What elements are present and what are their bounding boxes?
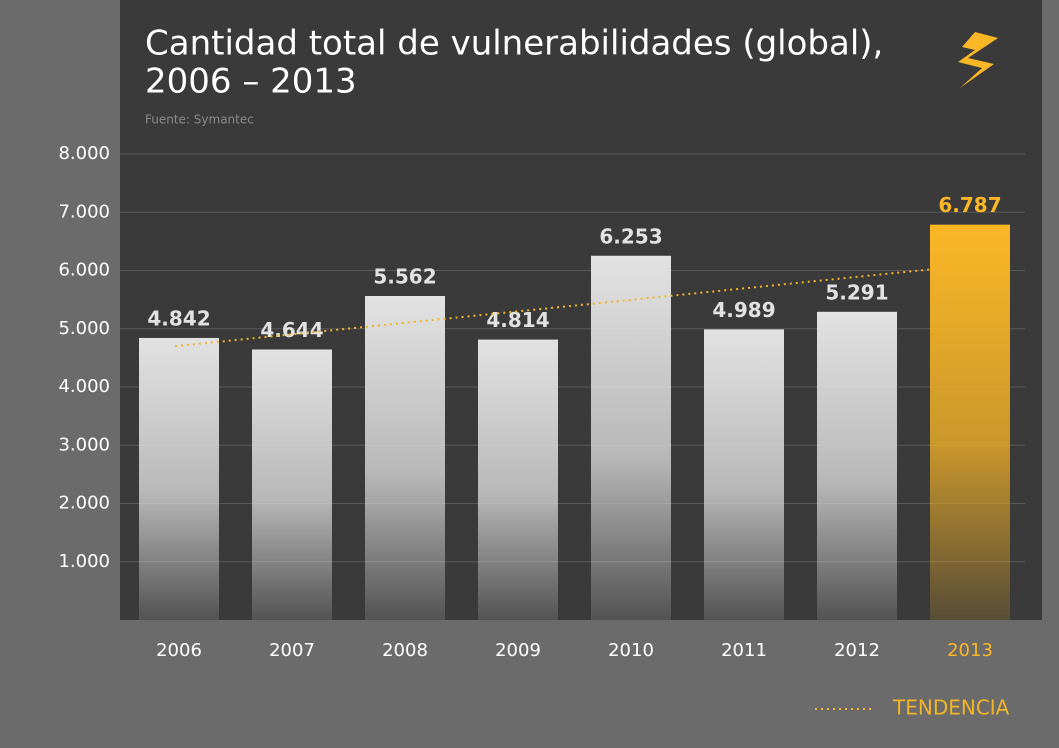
bar	[591, 255, 671, 620]
chart-title: 2006 – 2013	[145, 62, 357, 102]
x-tick-label: 2012	[834, 640, 880, 661]
value-label: 6.253	[599, 224, 662, 248]
x-tick-label: 2006	[156, 640, 202, 661]
bar	[365, 296, 445, 620]
x-tick-label: 2010	[608, 640, 654, 661]
chart-subtitle: Fuente: Symantec	[145, 113, 254, 127]
bar	[817, 311, 897, 620]
value-label: 4.644	[260, 318, 323, 342]
value-label: 6.787	[938, 193, 1001, 217]
y-tick-label: 4.000	[58, 376, 110, 397]
bar	[252, 349, 332, 620]
bar	[478, 339, 558, 620]
x-tick-label: 2011	[721, 640, 767, 661]
value-label: 5.291	[825, 280, 888, 304]
value-label: 5.562	[373, 265, 436, 289]
x-tick-label: 2008	[382, 640, 428, 661]
value-label: 4.814	[486, 308, 549, 332]
y-tick-label: 3.000	[58, 434, 110, 455]
y-tick-label: 7.000	[58, 201, 110, 222]
legend-label: TENDENCIA	[892, 696, 1010, 720]
logo-icon	[958, 32, 998, 88]
bar	[930, 224, 1010, 620]
y-tick-label: 2.000	[58, 493, 110, 514]
value-label: 4.989	[712, 298, 775, 322]
y-tick-label: 8.000	[58, 143, 110, 164]
x-tick-label: 2013	[947, 640, 993, 661]
y-tick-label: 1.000	[58, 551, 110, 572]
y-tick-label: 5.000	[58, 318, 110, 339]
x-tick-label: 2007	[269, 640, 315, 661]
trend-line	[174, 268, 931, 348]
y-tick-label: 6.000	[58, 260, 110, 281]
value-label: 4.842	[147, 306, 210, 330]
chart-title: Cantidad total de vulnerabilidades (glob…	[145, 24, 883, 64]
bar	[704, 329, 784, 620]
bar	[139, 337, 219, 620]
x-tick-label: 2009	[495, 640, 541, 661]
